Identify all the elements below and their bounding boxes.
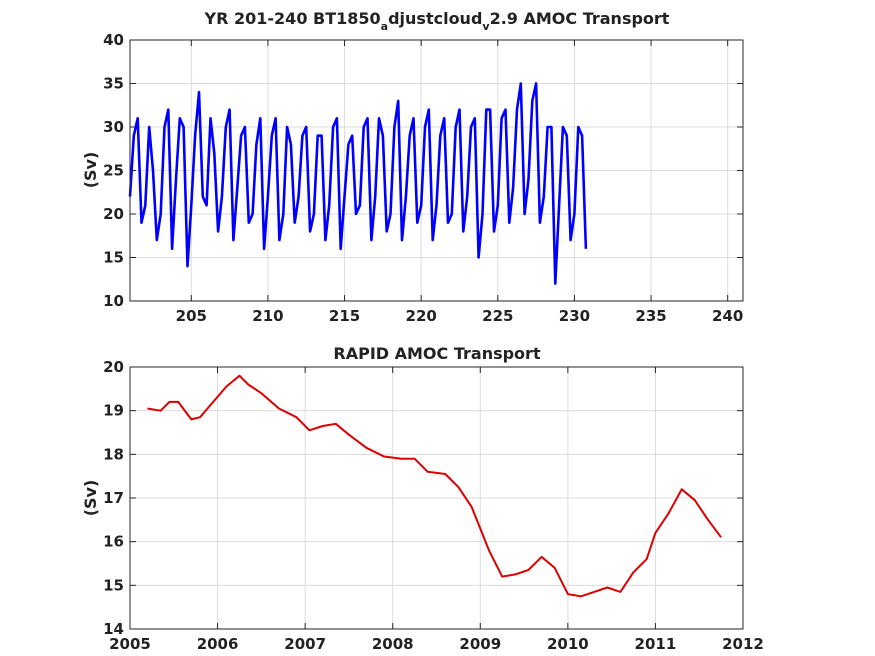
x-tick-label: 2010 xyxy=(547,635,589,653)
y-tick-label: 15 xyxy=(103,576,124,594)
y-tick-label: 10 xyxy=(103,292,124,310)
x-tick-label: 2011 xyxy=(635,635,677,653)
x-tick-label: 2009 xyxy=(459,635,501,653)
x-tick-label: 230 xyxy=(559,307,590,325)
y-tick-label: 17 xyxy=(103,489,124,507)
x-tick-label: 2005 xyxy=(109,635,151,653)
ticks-top: 10 15 20 25 30 35 40 205 210 215 220 225 230 235 240 xyxy=(103,31,743,325)
x-tick-label: 215 xyxy=(329,307,360,325)
x-tick-label: 2008 xyxy=(372,635,414,653)
y-tick-label: 15 xyxy=(103,249,124,267)
x-tick-label: 225 xyxy=(482,307,513,325)
y-axis-label-bottom: (Sv) xyxy=(81,480,100,517)
series-line-top xyxy=(128,82,588,285)
series-line-bottom xyxy=(147,374,722,598)
x-tick-label: 2006 xyxy=(197,635,239,653)
x-tick-label: 210 xyxy=(252,307,283,325)
title-part-2: djustcloud xyxy=(388,9,482,28)
y-tick-label: 19 xyxy=(103,402,124,420)
y-axis-label-top: (Sv) xyxy=(81,152,100,189)
x-tick-label: 2007 xyxy=(284,635,326,653)
chart-title-bottom: RAPID AMOC Transport xyxy=(333,344,541,363)
x-tick-label: 240 xyxy=(712,307,743,325)
grid-bottom xyxy=(130,367,743,629)
chart-top: 10 15 20 25 30 35 40 205 210 215 220 225 230 235 240 Y… xyxy=(81,9,744,325)
y-tick-label: 20 xyxy=(103,205,124,223)
x-tick-label: 235 xyxy=(635,307,666,325)
y-tick-label: 35 xyxy=(103,75,124,93)
x-tick-label: 2012 xyxy=(722,635,764,653)
plot-border-bottom xyxy=(129,366,744,630)
y-tick-label: 14 xyxy=(103,620,124,638)
y-tick-label: 16 xyxy=(103,533,124,551)
y-tick-label: 30 xyxy=(103,118,124,136)
title-sub-a: a xyxy=(381,20,388,33)
chart-title-top: YR 201-240 BT1850adjustcloudv2.9 AMOC Tr… xyxy=(204,9,670,33)
plot-border-top xyxy=(129,39,744,302)
chart-bottom: 14 15 16 17 18 19 20 2005 2006 2007 2008 2009 2010 20… xyxy=(81,344,764,653)
title-part-1: YR 201-240 BT1850 xyxy=(204,9,381,28)
x-tick-label: 220 xyxy=(406,307,437,325)
y-tick-label: 40 xyxy=(103,31,124,49)
title-sub-v: v xyxy=(482,20,490,33)
title-part-3: 2.9 AMOC Transport xyxy=(490,9,670,28)
x-tick-label: 205 xyxy=(176,307,207,325)
y-tick-label: 25 xyxy=(103,162,124,180)
y-tick-label: 20 xyxy=(103,358,124,376)
y-tick-label: 18 xyxy=(103,445,124,463)
ticks-bottom: 14 15 16 17 18 19 20 2005 2006 2007 2008 2009 2010 20… xyxy=(103,358,764,653)
